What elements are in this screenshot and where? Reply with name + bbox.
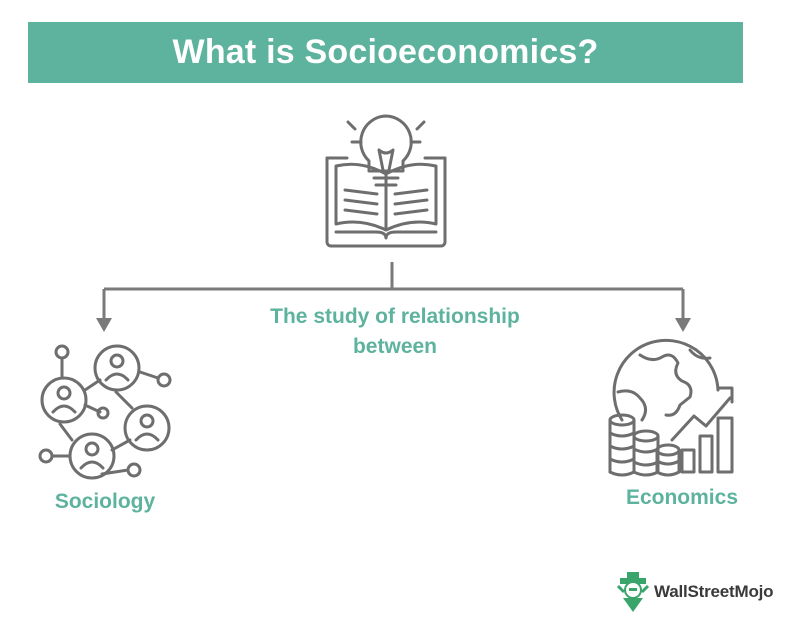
lightbulb-book-icon [325,114,447,248]
sociology-label: Sociology [54,490,156,513]
title-banner: What is Socioeconomics? [28,22,743,83]
economics-label: Economics [625,486,739,509]
relationship-caption-line2: between [352,335,438,358]
relationship-caption: The study of relationship between [230,302,560,362]
brand-watermark: WallStreetMojo [612,574,774,610]
social-network-icon [38,344,172,480]
brand-name: WallStreetMojo [654,582,774,601]
globe-growth-chart-icon [608,338,734,477]
arrow-left-head [96,318,112,332]
brand-logo-spacer [612,574,648,610]
wallstreetmojo-logo-icon [616,572,650,612]
page-title: What is Socioeconomics? [172,33,599,71]
connector-lines [102,262,685,320]
relationship-caption-line1: The study of relationship [270,305,520,328]
arrow-right-head [675,318,691,332]
